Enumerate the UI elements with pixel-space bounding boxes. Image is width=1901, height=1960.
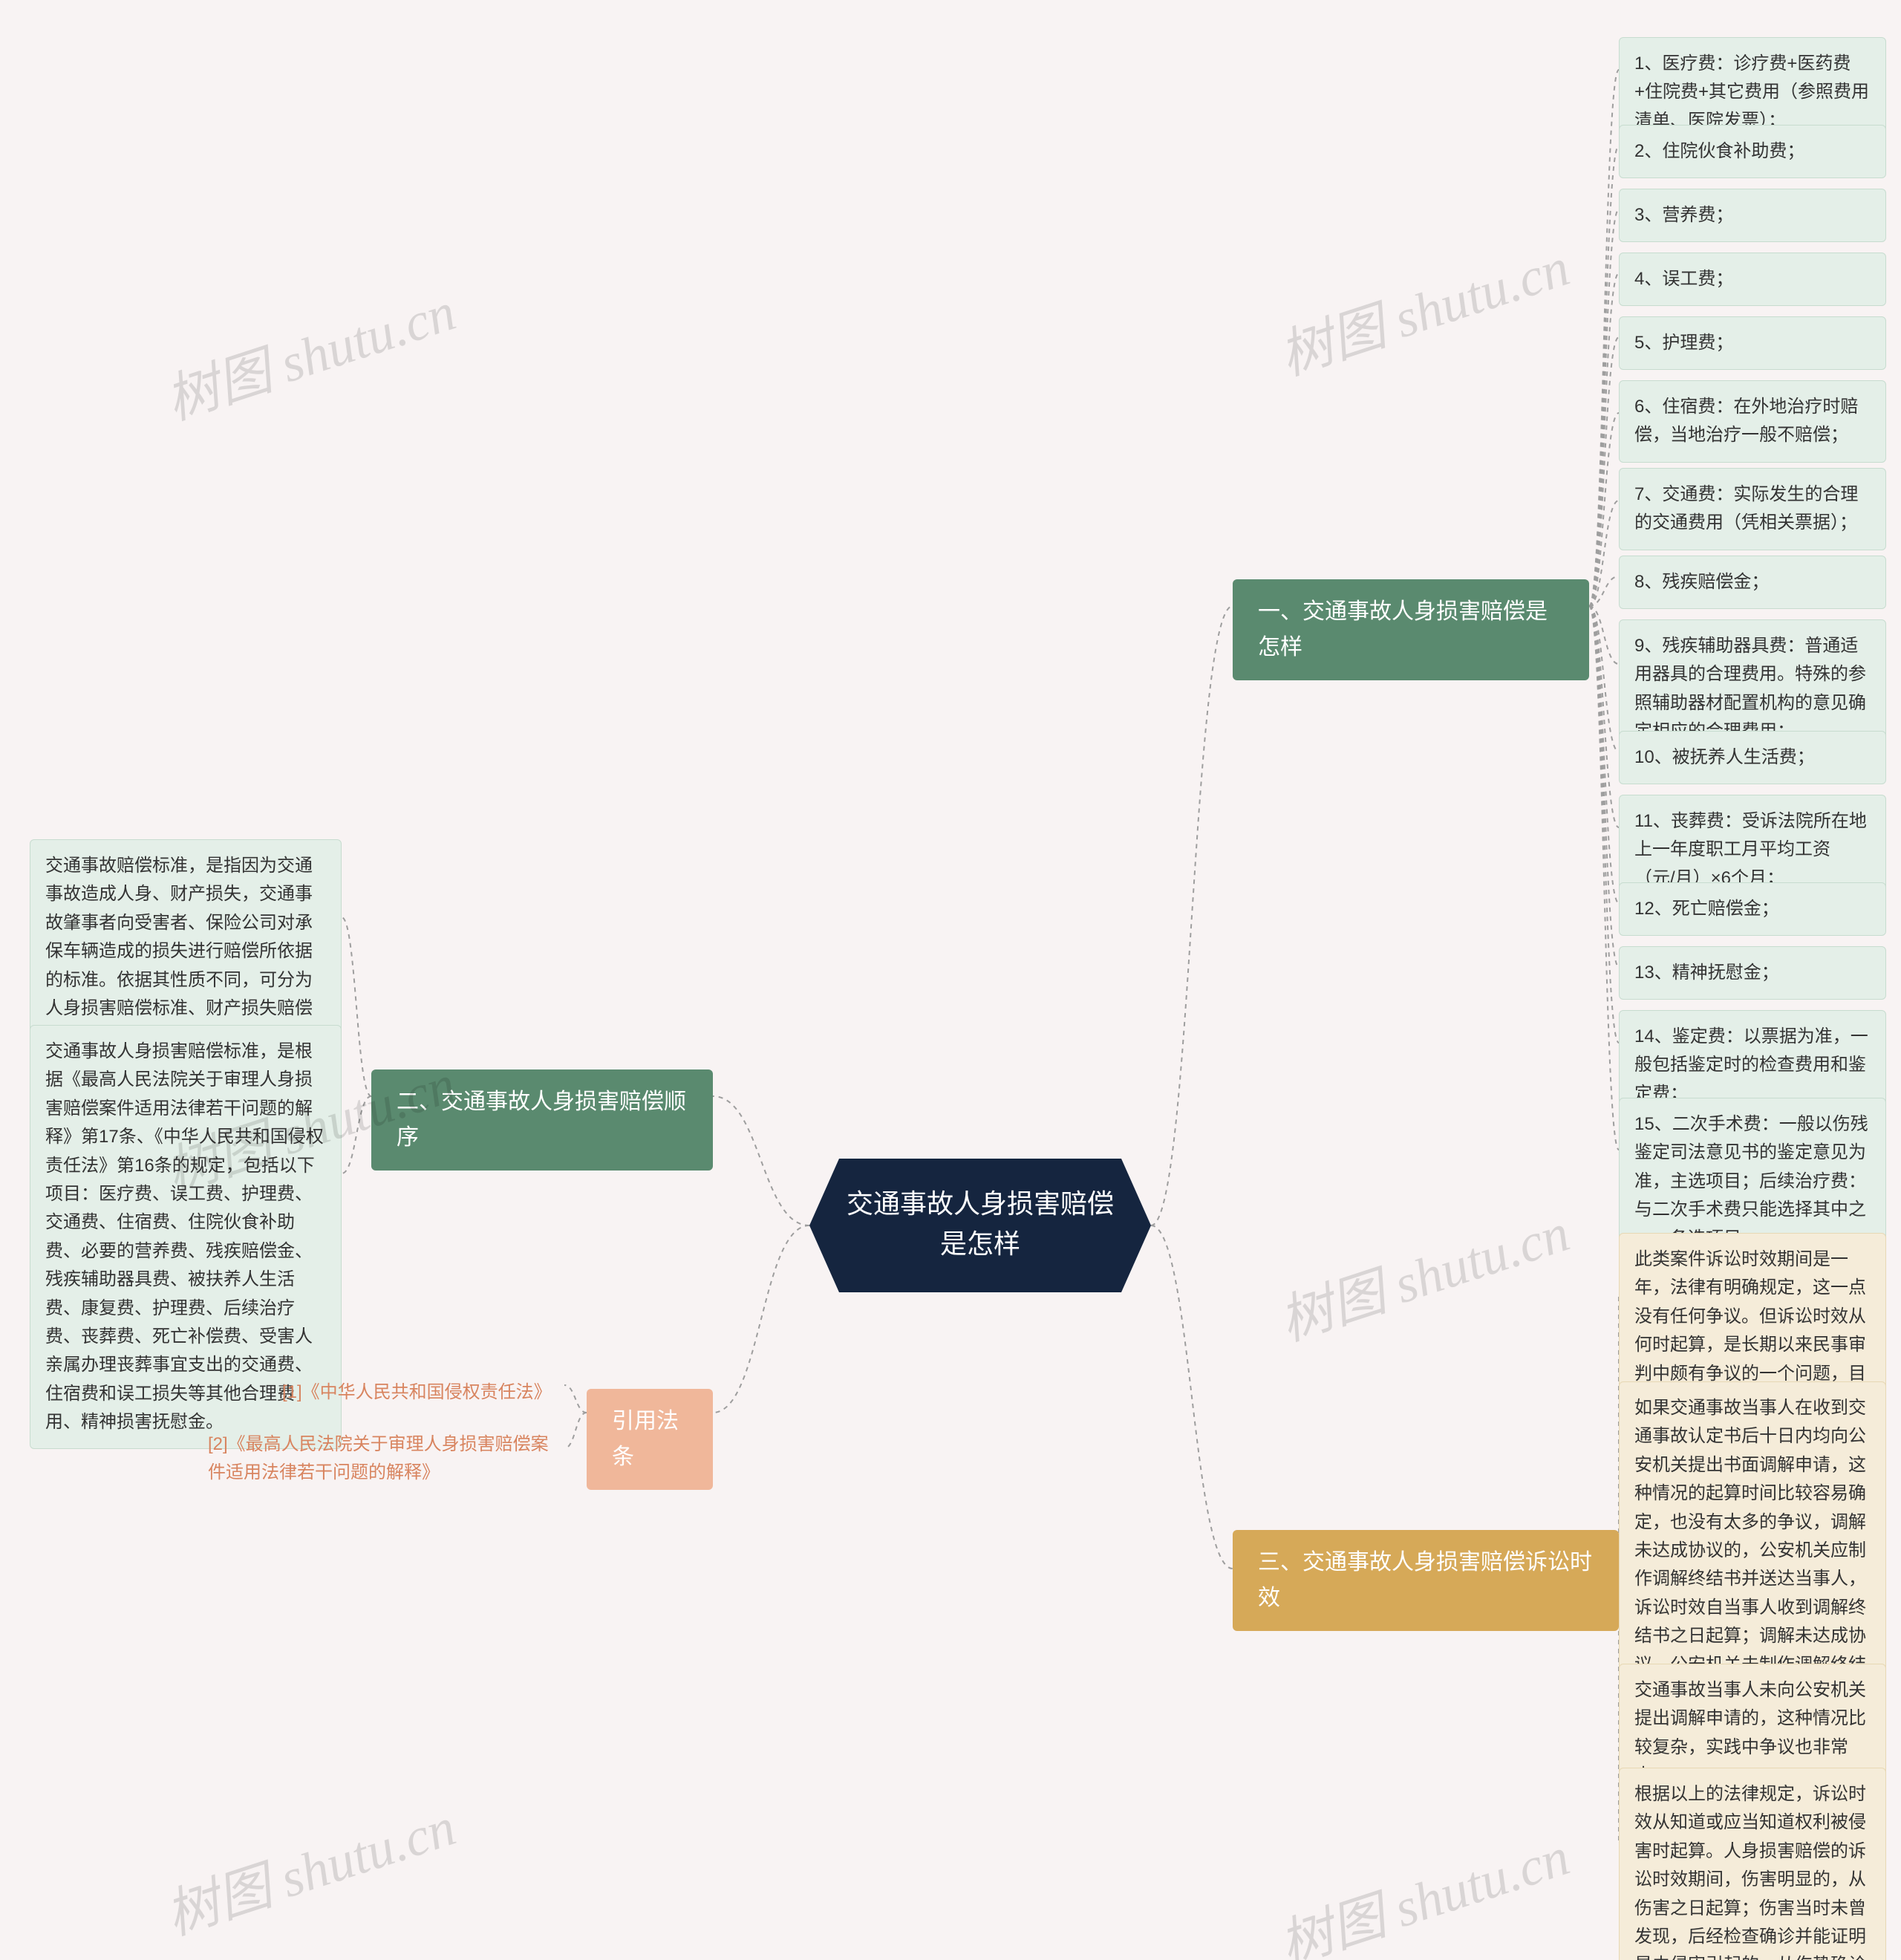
watermark: 树图 shutu.cn xyxy=(154,1782,464,1950)
branch-b3: 三、交通事故人身损害赔偿诉讼时效 xyxy=(1233,1530,1619,1631)
branch-b2: 二、交通事故人身损害赔偿顺序 xyxy=(371,1069,713,1171)
leaf-b1c5: 5、护理费； xyxy=(1619,316,1886,370)
leaf-b1c4: 4、误工费； xyxy=(1619,253,1886,306)
leaf-b1c3: 3、营养费； xyxy=(1619,189,1886,242)
watermark: 树图 shutu.cn xyxy=(1268,223,1578,390)
root-node: 交通事故人身损害赔偿是怎样 xyxy=(809,1159,1151,1292)
leaf-b4c1: [1]《中华人民共和国侵权责任法》 xyxy=(267,1367,564,1419)
leaf-b1c6: 6、住宿费：在外地治疗时赔偿，当地治疗一般不赔偿； xyxy=(1619,380,1886,463)
leaf-b1c13: 13、精神抚慰金； xyxy=(1619,946,1886,1000)
leaf-b1c8: 8、残疾赔偿金； xyxy=(1619,556,1886,609)
branch-b1: 一、交通事故人身损害赔偿是怎样 xyxy=(1233,579,1589,680)
leaf-b1c2: 2、住院伙食补助费； xyxy=(1619,125,1886,178)
branch-b4: 引用法条 xyxy=(587,1389,713,1490)
leaf-b3c4: 根据以上的法律规定，诉讼时效从知道或应当知道权利被侵害时起算。人身损害赔偿的诉讼… xyxy=(1619,1768,1886,1960)
leaf-b1c10: 10、被抚养人生活费； xyxy=(1619,731,1886,784)
leaf-b1c12: 12、死亡赔偿金； xyxy=(1619,882,1886,936)
watermark: 树图 shutu.cn xyxy=(154,267,464,434)
watermark: 树图 shutu.cn xyxy=(1268,1812,1578,1960)
leaf-b1c7: 7、交通费：实际发生的合理的交通费用（凭相关票据）； xyxy=(1619,468,1886,550)
mindmap-canvas: { "canvas": { "width": 2560, "height": 2… xyxy=(0,0,1901,1960)
watermark: 树图 shutu.cn xyxy=(1268,1188,1578,1355)
leaf-b4c2: [2]《最高人民法院关于审理人身损害赔偿案件适用法律若干问题的解释》 xyxy=(193,1419,564,1500)
